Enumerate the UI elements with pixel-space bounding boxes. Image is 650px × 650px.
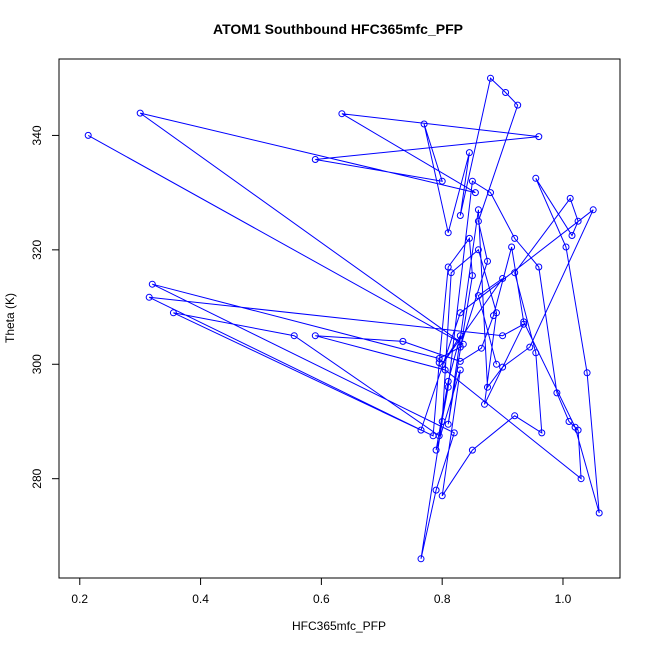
data-point [450, 429, 458, 437]
data-point [456, 343, 464, 351]
data-point [511, 234, 519, 242]
data-point [444, 263, 452, 271]
data-point [571, 423, 579, 431]
x-tick-label: 0.2 [71, 592, 88, 606]
data-point [589, 206, 597, 214]
data-point [474, 206, 482, 214]
data-point [553, 389, 561, 397]
data-point [456, 332, 464, 340]
data-point [338, 110, 346, 118]
data-point [474, 217, 482, 225]
data-point [562, 243, 570, 251]
data-point [145, 293, 153, 301]
data-point [468, 272, 476, 280]
data-point [508, 243, 516, 251]
x-tick-label: 0.8 [434, 592, 451, 606]
data-point [447, 269, 455, 277]
data-point [441, 366, 449, 374]
data-point [493, 360, 500, 368]
data-point [444, 229, 452, 237]
data-point [514, 101, 522, 109]
y-axis-label: Theta (K) [3, 293, 17, 343]
y-axis: 280 300 320 340 [30, 125, 60, 489]
data-point [535, 263, 543, 271]
x-tick-label: 0.6 [313, 592, 330, 606]
data-point [438, 177, 446, 185]
data-point [532, 349, 540, 357]
data-point [471, 189, 479, 197]
data-point [311, 156, 319, 163]
data-point [435, 432, 443, 440]
data-point [511, 412, 519, 420]
data-point [520, 318, 528, 326]
data-point [438, 360, 446, 368]
data-point [444, 420, 452, 428]
series-layer [84, 74, 603, 563]
data-point [532, 174, 540, 182]
data-point [595, 509, 603, 517]
data-point [487, 74, 494, 82]
data-point [520, 320, 528, 328]
data-point [565, 418, 573, 425]
data-point [290, 332, 298, 340]
data-point [438, 492, 446, 500]
data-point [432, 446, 440, 454]
data-point [487, 189, 494, 197]
data-point [136, 109, 144, 117]
data-point [456, 366, 464, 374]
data-point [417, 426, 425, 434]
data-point [538, 429, 546, 437]
data-point [526, 343, 534, 351]
x-axis: 0.2 0.4 0.6 0.8 1.0 [71, 577, 572, 606]
data-point [499, 363, 507, 371]
chart-title: ATOM1 Southbound HFC365mfc_PFP [213, 21, 463, 37]
data-point [438, 418, 446, 425]
data-point [511, 269, 519, 277]
data-point [444, 377, 452, 385]
series-line [87, 77, 600, 559]
data-point [435, 355, 443, 362]
data-point [456, 357, 464, 365]
data-point [468, 446, 476, 454]
data-point [490, 312, 497, 320]
data-point [474, 292, 482, 300]
data-point [481, 400, 488, 408]
data-point [465, 234, 473, 242]
data-point [502, 89, 510, 96]
data-point [456, 309, 464, 317]
data-point [399, 337, 407, 345]
data-point [574, 217, 582, 225]
data-point [535, 133, 543, 141]
data-point [484, 383, 491, 391]
y-tick-label: 280 [30, 468, 44, 488]
data-point [583, 369, 591, 377]
y-tick-label: 340 [30, 125, 44, 145]
data-point [468, 177, 476, 185]
x-tick-label: 1.0 [555, 592, 572, 606]
y-tick-label: 320 [30, 240, 44, 260]
data-point [499, 275, 507, 282]
data-point [568, 232, 576, 239]
data-point [577, 475, 585, 483]
data-point [474, 246, 482, 254]
data-point [311, 332, 319, 340]
x-tick-label: 0.4 [192, 592, 209, 606]
data-point [484, 257, 491, 265]
data-point [84, 131, 92, 139]
data-point [417, 555, 425, 563]
data-point [420, 120, 428, 128]
data-point [169, 309, 177, 317]
data-point [566, 194, 574, 202]
x-axis-label: HFC365mfc_PFP [292, 619, 386, 633]
y-tick-label: 300 [30, 354, 44, 374]
data-point [148, 280, 156, 288]
data-point [432, 486, 440, 494]
data-point [465, 149, 473, 157]
data-point [456, 212, 464, 219]
data-point [499, 332, 507, 340]
data-point [477, 344, 485, 352]
